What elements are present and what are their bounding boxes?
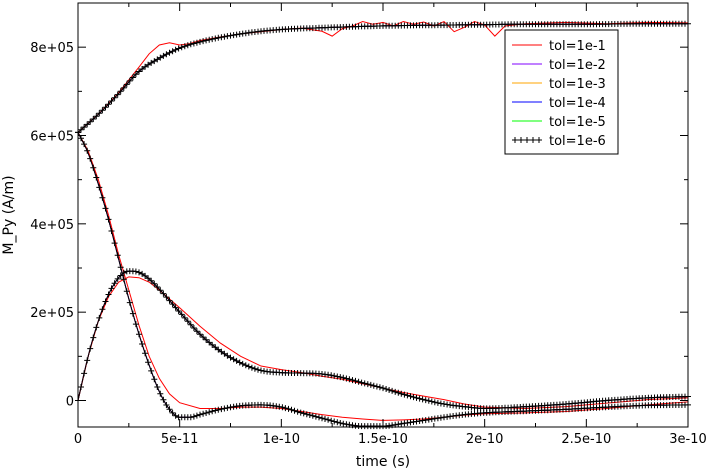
legend-marker — [524, 137, 530, 143]
legend-box — [504, 29, 619, 155]
y-tick-label: 8e+05 — [30, 41, 74, 56]
legend-label-tol=1e-2: tol=1e-2 — [549, 58, 606, 73]
legend-marker — [518, 137, 524, 143]
legend-label-tol=1e-5: tol=1e-5 — [549, 115, 606, 130]
curve-upper-tol=1e-1 — [77, 20, 689, 133]
x-axis: 0 5e-11 1e-10 1.5e-10 2e-10 2.5e-10 3e-10 — [74, 3, 707, 447]
x-tick-label: 5e-11 — [161, 432, 199, 447]
y-tick-label: 2e+05 — [30, 306, 74, 321]
x-axis-title: time (s) — [356, 454, 410, 470]
legend: tol=1e-1 tol=1e-2 tol=1e-3 tol=1e-4 tol=1e-5… — [504, 29, 619, 155]
curve-decay-tol=1e-1 — [77, 132, 689, 421]
y-tick-label: 4e+05 — [30, 218, 74, 233]
legend-label-tol=1e-6: tol=1e-6 — [549, 134, 606, 149]
y-axis: 0 2e+05 4e+05 6e+05 8e+05 — [30, 2, 688, 410]
x-tick-label: 2e-10 — [466, 432, 504, 447]
x-tick-label: 1.5e-10 — [358, 432, 408, 447]
y-tick-label: 0 — [66, 395, 74, 410]
y-tick-label: 6e+05 — [30, 130, 74, 145]
legend-marker — [536, 137, 542, 143]
legend-marker — [530, 137, 536, 143]
markers-layer — [75, 20, 691, 430]
legend-label-tol=1e-1: tol=1e-1 — [549, 39, 606, 54]
y-axis-title: M_Py (A/m) — [1, 175, 17, 254]
x-tick-label: 0 — [74, 432, 82, 447]
legend-marker — [512, 137, 518, 143]
x-tick-label: 3e-10 — [669, 432, 707, 447]
legend-label-tol=1e-4: tol=1e-4 — [549, 96, 606, 111]
x-tick-label: 1e-10 — [263, 432, 301, 447]
legend-label-tol=1e-3: tol=1e-3 — [549, 77, 606, 92]
x-tick-label: 2.5e-10 — [561, 432, 611, 447]
